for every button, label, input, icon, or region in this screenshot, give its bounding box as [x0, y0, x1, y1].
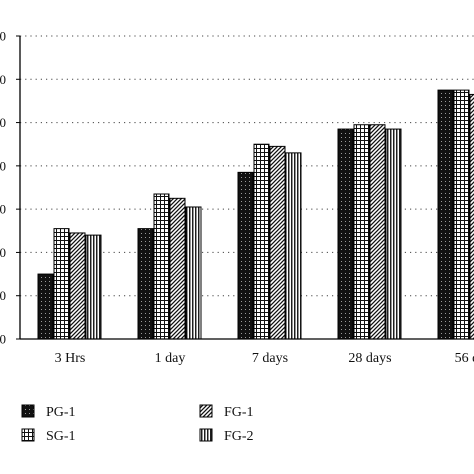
bar-pg-1-1: [137, 228, 154, 340]
y-tick-labels: 00 00 00 00 00 00 00 00: [0, 29, 20, 347]
bar-fg-2-1: [185, 206, 202, 340]
bar-pg-1-4: [437, 89, 454, 340]
x-tick-labels: 3 Hrs 1 day 7 days 28 days 56 da: [55, 351, 474, 366]
y-tick-label: 00: [0, 115, 6, 130]
legend-label-fg-2: FG-2: [224, 429, 254, 444]
bar-sg-1-0: [53, 228, 70, 340]
x-tick-label: 1 day: [155, 351, 186, 366]
axes: [19, 36, 474, 340]
bar-sg-1-3: [353, 124, 370, 340]
bar-fg-1-1: [169, 197, 186, 340]
bar-pg-1-0: [37, 273, 54, 340]
y-tick-label: 00: [0, 288, 6, 303]
legend-label-pg-1: PG-1: [46, 405, 76, 420]
x-tick-label: 56 da: [455, 351, 474, 366]
legend-label-sg-1: SG-1: [46, 429, 76, 444]
legend: PG-1 SG-1 FG-1 FG-2: [21, 404, 254, 444]
bar-fg-2-0: [85, 234, 102, 340]
x-tick-label: 3 Hrs: [55, 351, 86, 366]
legend-label-fg-1: FG-1: [224, 405, 254, 420]
legend-swatch-pg-1: [21, 404, 35, 418]
bar-fg-1-3: [369, 124, 386, 340]
bars: [37, 89, 474, 340]
bar-sg-1-4: [453, 89, 470, 340]
bar-fg-1-2: [269, 145, 286, 340]
y-tick-label: 00: [0, 29, 6, 44]
bar-pg-1-3: [337, 128, 354, 340]
x-tick-label: 7 days: [252, 351, 288, 366]
bar-fg-1-0: [69, 232, 86, 340]
y-tick-label: 00: [0, 332, 6, 347]
legend-swatch-sg-1: [21, 428, 35, 442]
y-tick-label: 00: [0, 72, 6, 87]
x-tick-label: 28 days: [348, 351, 391, 366]
bar-fg-1-4: [469, 93, 474, 340]
legend-swatch-fg-1: [199, 404, 213, 418]
bar-fg-2-2: [285, 152, 302, 340]
bar-pg-1-2: [237, 171, 254, 340]
bar-sg-1-1: [153, 193, 170, 340]
y-tick-label: 00: [0, 202, 6, 217]
bar-fg-2-3: [385, 128, 402, 340]
legend-swatch-fg-2: [199, 428, 213, 442]
bar-sg-1-2: [253, 143, 270, 340]
y-tick-label: 00: [0, 158, 6, 173]
y-tick-label: 00: [0, 245, 6, 260]
